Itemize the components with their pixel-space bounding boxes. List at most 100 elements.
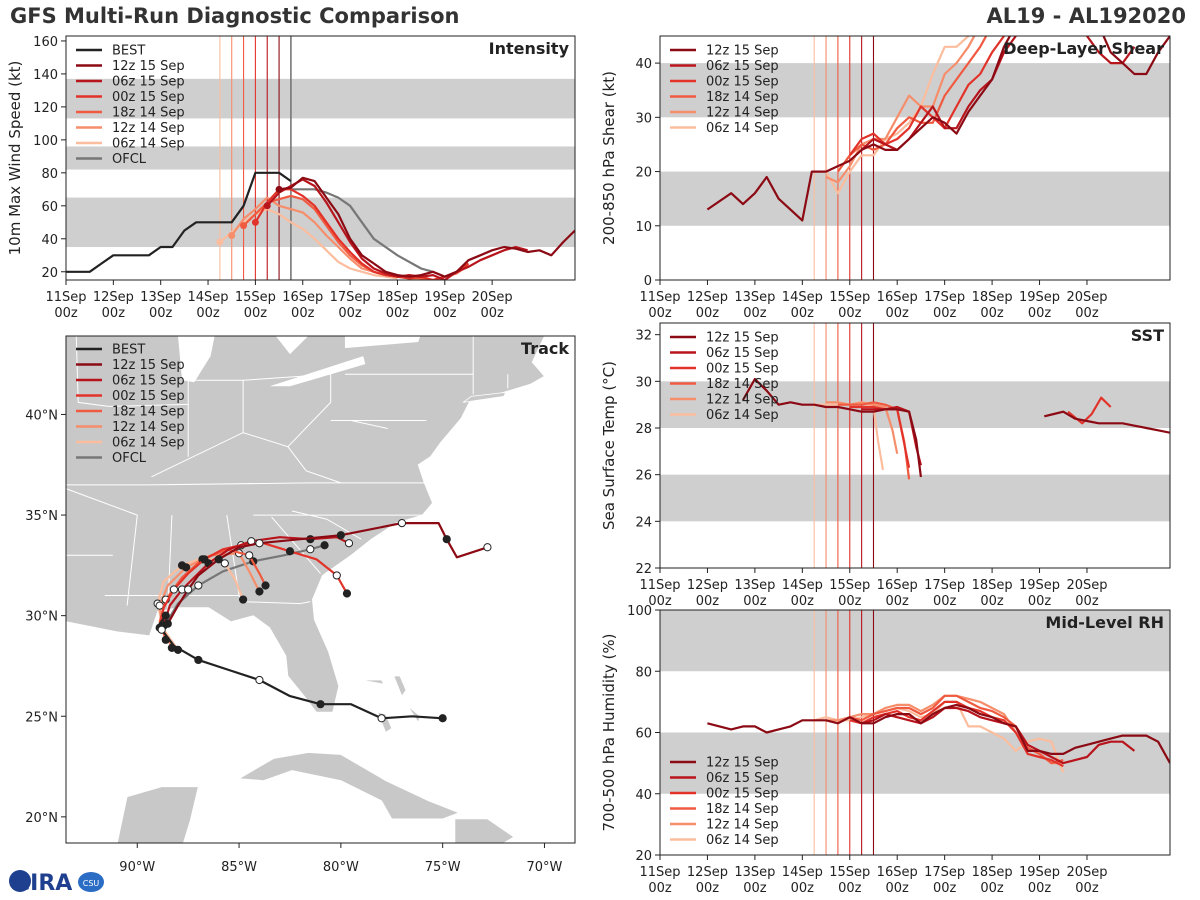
track-legend-label: 06z 14 Sep (112, 436, 185, 451)
track-point-12z-14-sep (255, 587, 264, 596)
sst-ytick-label: 26 (635, 469, 652, 484)
track-point-18z-14-sep (245, 551, 254, 560)
sst-xtick-label: 00z (933, 594, 957, 609)
sst-xtick-label: 00z (696, 594, 720, 609)
track-point-00z-15-sep (342, 589, 352, 598)
land-jamaica (376, 849, 419, 859)
track-point-12z-15-sep (397, 519, 407, 528)
state-border (350, 420, 388, 429)
intensity-xtick-label: 00z (433, 306, 457, 321)
intensity-ytick-label: 20 (41, 266, 58, 281)
logo-text: CIRA (14, 871, 72, 896)
intensity-init-marker (275, 185, 283, 193)
track-xtick-label: 75°W (425, 860, 461, 875)
sst-band-0 (660, 474, 1170, 522)
track-xtick-label: 70°W (527, 860, 563, 875)
track-point-00z-15-sep (332, 571, 341, 580)
rh-xtick-label: 20Sep (1066, 865, 1107, 880)
rh-xtick-label: 00z (791, 881, 815, 896)
rh-legend-label: 12z 15 Sep (706, 756, 779, 771)
rh-xtick-label: 00z (696, 881, 720, 896)
shear-series-12z-14-sep (825, 36, 976, 184)
sst-ylabel: Sea Surface Temp (°C) (600, 361, 618, 530)
rh-series-06z-15-sep (861, 706, 1136, 765)
intensity-xtick-label: 14Sep (188, 290, 229, 305)
intensity-series-06z-15-sep (266, 178, 528, 280)
land-grand-bahama (361, 679, 385, 685)
rh-xtick-label: 00z (648, 881, 672, 896)
intensity-init-marker (251, 218, 259, 226)
track-legend-label: 18z 14 Sep (112, 405, 185, 420)
sst-xtick-label: 00z (1075, 594, 1099, 609)
shear-xtick-label: 13Sep (734, 290, 775, 305)
rh-xtick-label: 17Sep (924, 865, 965, 880)
shear-series-group (706, 36, 1170, 222)
intensity-xtick-label: 17Sep (330, 290, 371, 305)
rh-ytick-label: 100 (627, 604, 652, 619)
intensity-xtick-label: 00z (386, 306, 410, 321)
shear-legend-label: 18z 14 Sep (706, 90, 779, 105)
rh-xtick-label: 12Sep (687, 865, 728, 880)
rh-panel: 2040608010011Sep00z12Sep00z13Sep00z14Sep… (600, 604, 1171, 896)
intensity-legend-label: 00z 15 Sep (112, 90, 185, 105)
track-xtick-label: 85°W (221, 860, 257, 875)
track-point-12z-15-sep (214, 555, 223, 564)
shear-legend-label: 12z 15 Sep (706, 44, 779, 59)
shear-legend-label: 12z 14 Sep (706, 106, 779, 121)
track-title: Track (521, 339, 569, 358)
track-legend-label: BEST (112, 343, 145, 358)
intensity-xtick-label: 15Sep (235, 290, 276, 305)
state-border (66, 488, 138, 516)
sst-ytick-label: 28 (635, 422, 652, 437)
track-point-12z-15-sep (163, 619, 172, 628)
intensity-legend-label: 12z 14 Sep (112, 121, 185, 136)
intensity-xtick-label: 00z (102, 306, 126, 321)
state-border (287, 446, 342, 484)
land-cuba (237, 752, 461, 820)
logo-sub: CSU (83, 879, 100, 888)
land-long-island (462, 391, 507, 403)
rh-xtick-label: 13Sep (734, 865, 775, 880)
sst-xtick-label: 14Sep (782, 578, 823, 593)
intensity-band-0 (66, 197, 575, 248)
shear-xtick-label: 00z (648, 306, 672, 321)
rh-legend-label: 06z 14 Sep (706, 833, 779, 848)
sst-xtick-label: 18Sep (972, 578, 1013, 593)
intensity-xtick-label: 11Sep (45, 290, 86, 305)
track-legend-label: OFCL (112, 451, 147, 466)
lake-erie (269, 356, 366, 387)
sst-series-group (742, 377, 1170, 480)
rh-xtick-label: 00z (886, 881, 910, 896)
state-border (66, 482, 425, 486)
track-point-ofcl (320, 541, 329, 550)
intensity-xtick-label: 18Sep (377, 290, 418, 305)
track-point-best (157, 625, 166, 634)
rh-title: Mid-Level RH (1045, 613, 1164, 632)
track-point-ofcl (306, 545, 315, 554)
rh-legend-label: 00z 15 Sep (706, 787, 779, 802)
rh-xtick-label: 00z (1028, 881, 1052, 896)
track-12z-15-sep (166, 521, 488, 625)
rh-ytick-label: 60 (635, 727, 652, 742)
intensity-xtick-label: 16Sep (282, 290, 323, 305)
track-point-best (255, 675, 264, 685)
sst-xtick-label: 00z (1028, 594, 1052, 609)
intensity-xtick-label: 00z (196, 306, 220, 321)
intensity-panel: 2040608010012014016011Sep00z12Sep00z13Se… (6, 35, 576, 321)
track-point-06z-14-sep (239, 595, 248, 604)
intensity-ylabel: 10m Max Wind Speed (kt) (6, 61, 24, 256)
sst-xtick-label: 00z (980, 594, 1004, 609)
shear-xtick-label: 00z (838, 306, 862, 321)
shear-xtick-label: 19Sep (1019, 290, 1060, 305)
rh-xtick-label: 00z (838, 881, 862, 896)
sst-xtick-label: 00z (886, 594, 910, 609)
intensity-xtick-label: 13Sep (140, 290, 181, 305)
lake-huron (275, 336, 309, 355)
shear-xtick-label: 15Sep (829, 290, 870, 305)
sst-xtick-label: 00z (791, 594, 815, 609)
shear-xtick-label: 00z (696, 306, 720, 321)
storm-id: AL19 - AL192020 (986, 4, 1187, 28)
sst-legend-label: 00z 15 Sep (706, 362, 779, 377)
shear-legend-label: 00z 15 Sep (706, 75, 779, 90)
state-border (108, 403, 189, 407)
